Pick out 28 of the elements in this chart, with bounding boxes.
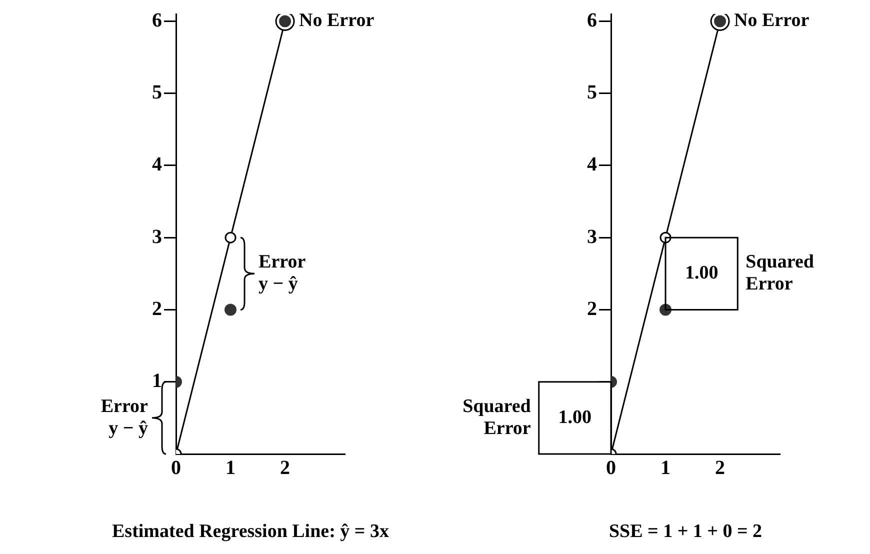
text: SSE = 1 + 1 + 0 = 2 [608, 520, 762, 542]
y-tick-label: 6 [152, 9, 162, 32]
point [224, 304, 237, 316]
y-tick-label: 5 [587, 82, 597, 104]
y-tick-label: 6 [587, 9, 597, 32]
annotation: No Error [299, 10, 375, 32]
y-tick-label: 2 [152, 298, 162, 320]
x-tick-label: 2 [280, 457, 290, 480]
text: Estimated Regression Line: ŷ = 3x [112, 520, 390, 542]
y-tick-label: 3 [587, 226, 597, 248]
text: Squared Error [462, 396, 532, 439]
x-tick-label: 0 [606, 457, 616, 480]
annotation: No Error [734, 10, 810, 32]
x-tick-label: 2 [715, 457, 726, 480]
y-tick-label: 3 [152, 226, 162, 248]
annotation: Error y − ŷ [100, 396, 149, 439]
y-tick-label: 1 [152, 370, 162, 392]
x-tick-label: 1 [226, 457, 236, 480]
annotation: 1.00 [684, 262, 718, 284]
annotation: Squared Error [746, 252, 814, 295]
y-tick-label: 4 [587, 154, 597, 176]
annotation: Error y − ŷ [258, 252, 306, 295]
y-tick-label: 2 [587, 298, 597, 320]
y-tick-label: 4 [152, 154, 162, 176]
y-tick-label: 5 [152, 82, 162, 104]
x-tick-label: 0 [171, 457, 181, 480]
annotation: 1.00 [558, 406, 592, 428]
x-tick-label: 1 [660, 457, 671, 480]
